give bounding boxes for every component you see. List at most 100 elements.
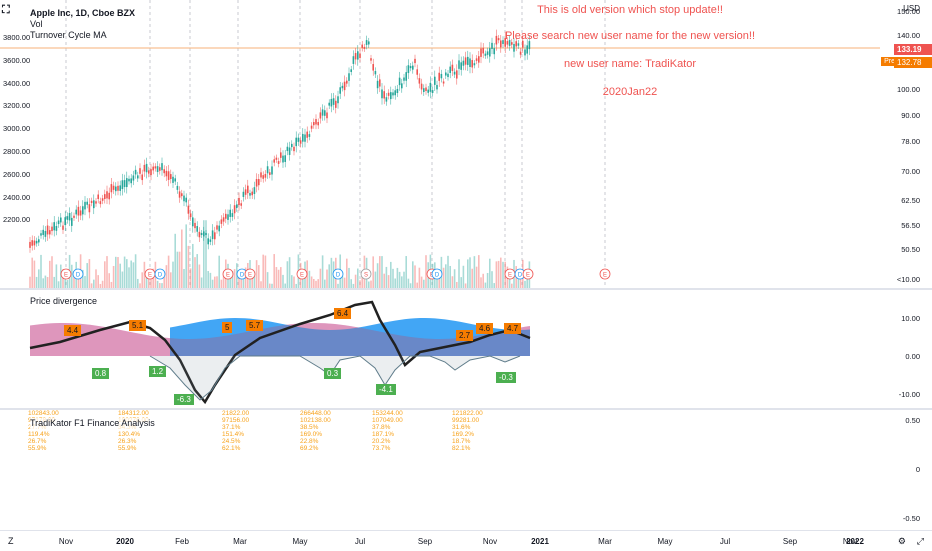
candle <box>143 164 146 172</box>
zoom-icon[interactable]: Z <box>8 536 14 546</box>
notice-line-1: This is old version which stop update!! <box>537 4 723 16</box>
volume-bar <box>284 283 286 288</box>
volume-bar <box>218 255 220 288</box>
candle <box>469 58 471 67</box>
candle <box>489 48 491 57</box>
candle <box>161 163 163 171</box>
event-marker: D <box>332 268 344 280</box>
pane-separator[interactable] <box>0 288 932 290</box>
finance-column: 102843.0097178.0027.7%119.4%26.7%55.9% <box>28 410 59 452</box>
candle <box>330 98 333 107</box>
volume-bar <box>326 269 328 288</box>
candle <box>275 157 278 160</box>
candle <box>392 92 394 96</box>
candle <box>467 56 469 65</box>
left-scale-tick: 2400.00 <box>3 192 31 202</box>
volume-bar <box>352 283 355 288</box>
left-scale-tick: 3800.00 <box>3 33 31 42</box>
finance-value: 73.7% <box>372 445 391 452</box>
candle <box>216 225 218 230</box>
event-letter: D <box>76 273 81 279</box>
divergence-trough-label: -0.3 <box>496 372 516 383</box>
candle <box>255 179 258 187</box>
candle <box>321 109 324 116</box>
candle <box>75 209 77 215</box>
candle <box>134 169 137 175</box>
volume-bar <box>502 261 504 288</box>
volume-bar <box>152 268 154 288</box>
volume-bar <box>436 277 438 288</box>
finance-value: 31.6% <box>452 424 471 431</box>
settings-icon[interactable]: ⚙ <box>897 536 906 546</box>
candle <box>110 184 113 193</box>
candle <box>403 77 405 81</box>
volume-bar <box>95 269 97 288</box>
event-circle <box>522 268 534 280</box>
volume-bar <box>456 281 458 288</box>
indicator-turnover[interactable]: Turnover Cycle MA <box>30 30 107 40</box>
candle <box>156 166 159 173</box>
price-chart[interactable]: EDEDEDEEDSEDEDEE <box>0 0 932 288</box>
volume-bar <box>174 233 176 288</box>
event-circle <box>222 268 234 280</box>
volume-bar <box>251 272 253 288</box>
candle <box>332 98 335 105</box>
candle <box>357 51 359 60</box>
volume-bar <box>449 265 451 288</box>
volume-bar <box>55 264 58 288</box>
candle <box>458 60 460 69</box>
volume-bar <box>346 258 348 288</box>
indicator-vol[interactable]: Vol <box>30 19 43 29</box>
candle <box>324 110 326 116</box>
volume-bar <box>385 266 388 288</box>
time-axis-tick: Sep <box>417 537 433 546</box>
volume-bar <box>359 280 361 288</box>
volume-bar <box>253 271 256 288</box>
volume-bar <box>220 279 223 288</box>
volume-bar <box>51 256 53 288</box>
divergence-chart[interactable] <box>0 290 932 408</box>
pane-separator[interactable] <box>0 408 932 410</box>
candle <box>95 201 97 204</box>
candle <box>374 71 377 75</box>
divergence-peak-label: 5 <box>222 322 233 333</box>
finance-value: 24.5% <box>222 438 241 445</box>
finance-title[interactable]: TradiKator F1 Finance Analysis <box>30 418 155 429</box>
volume-bar <box>418 267 421 288</box>
candle <box>244 189 247 195</box>
event-circle <box>431 268 443 280</box>
candle <box>104 194 106 200</box>
time-axis-tick: 2020 <box>116 537 134 546</box>
divergence-pane[interactable]: Price divergence 10.00 0.00 -10.00 4.4 5.… <box>0 290 932 408</box>
finance-value: 82.1% <box>452 445 471 452</box>
candle <box>480 48 482 57</box>
time-axis[interactable]: Z Nov 2020 Feb Mar May Jul Sep Nov 2021 Mar May Jul… <box>0 530 932 551</box>
volume-bar <box>258 265 260 288</box>
candle <box>148 170 150 174</box>
volume-bar <box>491 271 493 288</box>
volume-bar <box>90 283 93 288</box>
candle <box>227 214 229 220</box>
symbol-title[interactable]: Apple Inc, 1D, Cboe BZX <box>30 8 136 18</box>
volume-bar <box>108 273 110 288</box>
candle <box>249 193 251 196</box>
divergence-title[interactable]: Price divergence <box>30 296 98 306</box>
candle <box>229 209 231 217</box>
volume-bar <box>409 283 412 288</box>
main-chart-pane[interactable]: EDEDEDEEDSEDEDEE ⛶ Apple Inc, 1D, Cboe B… <box>0 0 932 288</box>
candle <box>86 201 88 205</box>
candle <box>200 232 203 235</box>
candle <box>484 53 487 56</box>
divergence-trough-label: -6.3 <box>174 394 194 405</box>
event-letter: E <box>64 273 68 279</box>
candle <box>82 206 84 215</box>
left-scale-tick: 3600.00 <box>3 55 31 65</box>
candle <box>101 198 104 201</box>
finance-pane[interactable]: 102843.0097178.0027.7%119.4%26.7%55.9% 18… <box>0 410 932 530</box>
fullscreen-icon[interactable]: ⤢ <box>916 536 924 546</box>
finance-value: 130.4% <box>118 431 141 438</box>
currency-label[interactable]: USD <box>903 4 920 13</box>
finance-value: 37.8% <box>372 424 391 431</box>
candle <box>33 240 36 246</box>
volume-bar <box>497 260 500 288</box>
